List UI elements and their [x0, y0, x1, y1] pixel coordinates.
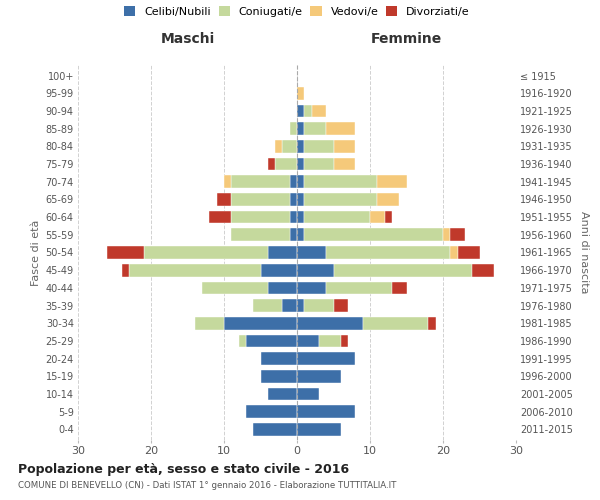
Bar [224, 176, 232, 188]
Bar [268, 282, 297, 294]
Bar [326, 122, 355, 135]
Bar [304, 140, 334, 152]
Bar [326, 282, 392, 294]
Bar [297, 87, 304, 100]
Bar [297, 140, 304, 152]
Bar [260, 370, 297, 382]
Bar [202, 282, 268, 294]
Bar [304, 193, 377, 206]
Bar [458, 246, 479, 259]
Bar [297, 406, 355, 418]
Bar [334, 158, 355, 170]
Bar [129, 264, 260, 276]
Bar [275, 140, 283, 152]
Bar [443, 228, 450, 241]
Bar [232, 228, 290, 241]
Bar [297, 334, 319, 347]
Bar [297, 299, 304, 312]
Bar [260, 264, 297, 276]
Bar [362, 317, 428, 330]
Bar [297, 158, 304, 170]
Text: Femmine: Femmine [371, 32, 442, 46]
Bar [246, 334, 297, 347]
Bar [370, 211, 385, 224]
Bar [377, 176, 407, 188]
Bar [297, 211, 304, 224]
Bar [334, 299, 348, 312]
Bar [297, 388, 319, 400]
Bar [239, 334, 246, 347]
Bar [297, 246, 326, 259]
Bar [297, 264, 334, 276]
Bar [334, 264, 472, 276]
Legend: Celibi/Nubili, Coniugati/e, Vedovi/e, Divorziati/e: Celibi/Nubili, Coniugati/e, Vedovi/e, Di… [121, 3, 473, 20]
Bar [268, 246, 297, 259]
Bar [311, 104, 326, 118]
Bar [341, 334, 348, 347]
Bar [392, 282, 407, 294]
Bar [304, 176, 377, 188]
Bar [304, 104, 311, 118]
Bar [224, 317, 297, 330]
Bar [304, 228, 443, 241]
Bar [253, 299, 283, 312]
Bar [232, 176, 290, 188]
Bar [290, 211, 297, 224]
Bar [290, 122, 297, 135]
Bar [297, 317, 362, 330]
Bar [297, 228, 304, 241]
Bar [246, 406, 297, 418]
Bar [283, 140, 297, 152]
Bar [275, 158, 297, 170]
Bar [304, 211, 370, 224]
Bar [232, 211, 290, 224]
Bar [195, 317, 224, 330]
Bar [290, 176, 297, 188]
Bar [107, 246, 144, 259]
Bar [297, 176, 304, 188]
Bar [304, 122, 326, 135]
Bar [334, 140, 355, 152]
Bar [253, 423, 297, 436]
Bar [472, 264, 494, 276]
Bar [297, 193, 304, 206]
Text: Maschi: Maschi [160, 32, 215, 46]
Bar [268, 158, 275, 170]
Bar [297, 122, 304, 135]
Bar [297, 352, 355, 365]
Bar [268, 388, 297, 400]
Bar [297, 282, 326, 294]
Bar [144, 246, 268, 259]
Bar [297, 104, 304, 118]
Text: Popolazione per età, sesso e stato civile - 2016: Popolazione per età, sesso e stato civil… [18, 462, 349, 475]
Bar [283, 299, 297, 312]
Bar [326, 246, 450, 259]
Text: COMUNE DI BENEVELLO (CN) - Dati ISTAT 1° gennaio 2016 - Elaborazione TUTTITALIA.: COMUNE DI BENEVELLO (CN) - Dati ISTAT 1°… [18, 481, 397, 490]
Bar [297, 423, 341, 436]
Bar [304, 158, 334, 170]
Bar [290, 193, 297, 206]
Bar [377, 193, 399, 206]
Bar [450, 246, 458, 259]
Bar [290, 228, 297, 241]
Bar [209, 211, 232, 224]
Bar [319, 334, 341, 347]
Bar [297, 370, 341, 382]
Bar [385, 211, 392, 224]
Y-axis label: Fasce di età: Fasce di età [31, 220, 41, 286]
Bar [122, 264, 129, 276]
Y-axis label: Anni di nascita: Anni di nascita [578, 211, 589, 294]
Bar [428, 317, 436, 330]
Bar [217, 193, 232, 206]
Bar [450, 228, 465, 241]
Bar [260, 352, 297, 365]
Bar [232, 193, 290, 206]
Bar [304, 299, 334, 312]
